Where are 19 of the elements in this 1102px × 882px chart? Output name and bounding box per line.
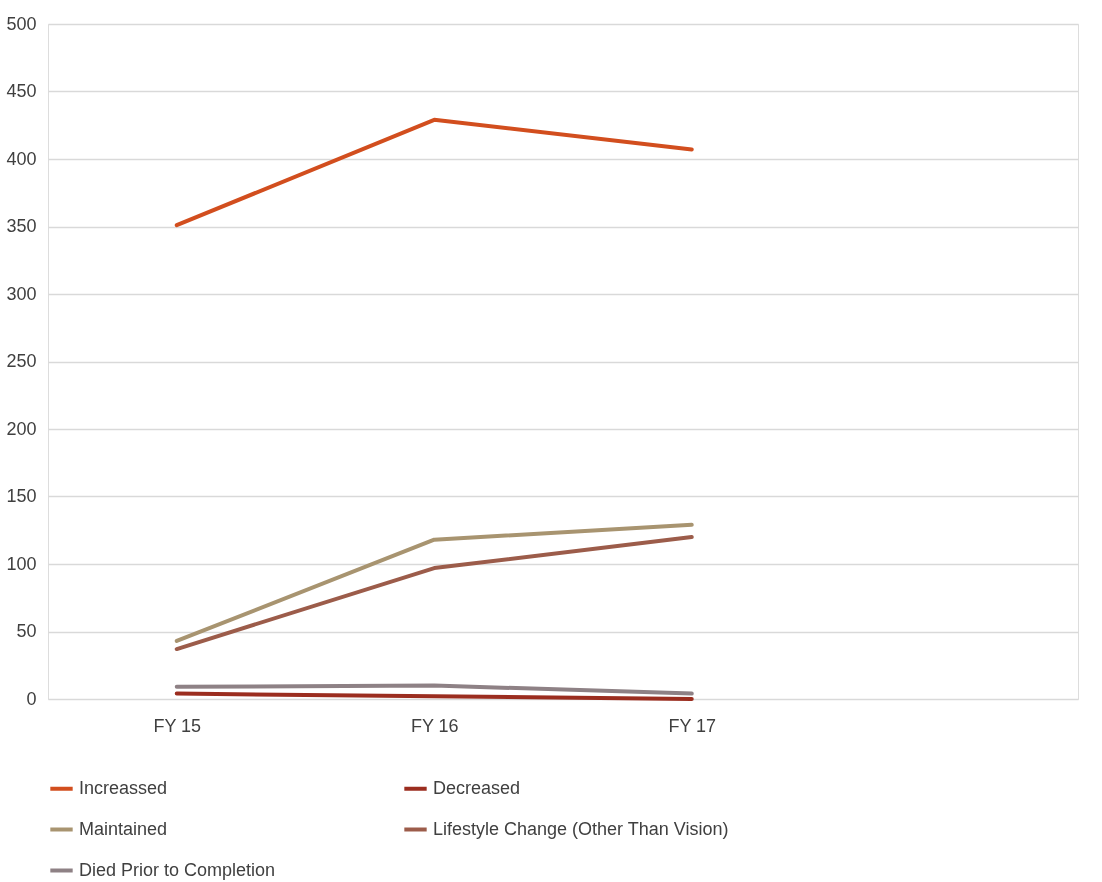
y-tick-label: 50: [16, 621, 37, 641]
y-tick-label: 300: [6, 283, 37, 304]
y-tick-label: 0: [26, 688, 37, 709]
y-tick-label: 250: [6, 351, 37, 371]
x-tick-label: FY 15: [153, 715, 202, 736]
y-tick-label: 200: [6, 418, 37, 439]
legend-label: Died Prior to Completion: [79, 859, 276, 880]
y-tick-label: 100: [6, 553, 37, 574]
x-tick-label: FY 17: [668, 715, 717, 736]
x-tick-label: FY 16: [410, 715, 459, 736]
legend-label: Lifestyle Change (Other Than Vision): [433, 818, 729, 839]
legend-label: Maintained: [79, 818, 168, 839]
legend-label: Decreased: [433, 777, 521, 798]
y-tick-label: 400: [6, 148, 37, 169]
y-tick-label: 500: [6, 13, 37, 34]
y-tick-label: 150: [6, 486, 37, 506]
legend-label: Increassed: [79, 777, 168, 798]
y-tick-label: 450: [6, 81, 37, 101]
y-tick-label: 350: [6, 216, 37, 236]
